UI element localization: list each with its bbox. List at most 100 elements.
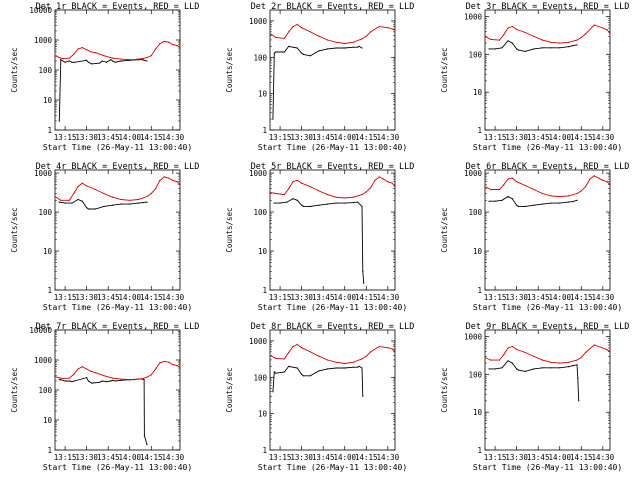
panel-title: Det 1r BLACK = Events, RED = LLD (36, 2, 200, 12)
data-point (344, 367, 346, 369)
data-point (68, 57, 70, 59)
x-tick-label: 13:30 (290, 453, 313, 462)
data-point (370, 351, 372, 353)
data-point (541, 203, 544, 205)
panel-title: Det 6r BLACK = Events, RED = LLD (466, 162, 630, 172)
data-point (269, 32, 271, 35)
data-point (57, 56, 59, 58)
y-tick-label: 100 (468, 370, 482, 379)
data-point (269, 354, 271, 356)
data-point (137, 378, 139, 380)
data-point (501, 47, 503, 49)
x-tick-label: 14:15 (355, 293, 378, 302)
x-tick-label: 14:30 (162, 293, 185, 302)
data-point (57, 377, 59, 379)
data-point (524, 370, 526, 372)
data-point (129, 199, 131, 201)
x-tick-label: 13:30 (505, 453, 528, 462)
data-point (301, 52, 303, 54)
y-tick-label: 1 (262, 446, 267, 455)
data-point (309, 375, 311, 377)
data-point (361, 358, 363, 360)
data-point (550, 195, 552, 197)
data-point (597, 177, 600, 179)
data-point (172, 44, 174, 46)
data-point (309, 351, 311, 353)
series-line-lld (54, 360, 181, 381)
data-point (326, 359, 329, 361)
data-point (179, 47, 181, 49)
data-point (288, 45, 290, 48)
x-tick-label: 13:15 (484, 293, 507, 302)
data-point (275, 51, 277, 53)
data-point (87, 61, 89, 63)
panel-2: Det 2r BLACK = Events, RED = LLD 1 10 100 10… (225, 2, 414, 152)
plot-frame (484, 9, 611, 131)
x-tick-label: 13:30 (75, 293, 98, 302)
x-tick-label: 13:15 (269, 133, 292, 142)
data-point (576, 39, 578, 41)
data-point (120, 58, 122, 60)
y-axis-label: Counts/sec (440, 367, 449, 412)
data-point (391, 28, 393, 30)
data-point (68, 380, 70, 382)
series-line-lld (54, 40, 181, 61)
series-line-events (272, 45, 363, 120)
data-point (488, 200, 490, 202)
data-point (567, 361, 570, 363)
data-point (550, 202, 552, 204)
y-tick-label: 1000 (249, 169, 268, 178)
x-axis-label: Start Time (26-May-11 13:00:40) (258, 143, 407, 152)
data-point (73, 373, 75, 375)
data-point (302, 205, 304, 207)
data-point (358, 365, 360, 367)
series-line-events (272, 365, 364, 397)
y-tick-label: 10 (473, 408, 483, 417)
data-point (559, 47, 561, 49)
data-point (302, 375, 304, 377)
series-line-lld (54, 176, 181, 201)
x-tick-label: 14:15 (140, 453, 163, 462)
data-point (533, 368, 535, 370)
x-tick-label: 13:45 (527, 133, 550, 142)
data-point (296, 47, 298, 49)
data-point (533, 355, 535, 357)
y-tick-label: 100 (253, 53, 267, 62)
x-tick-label: 13:30 (505, 133, 528, 142)
data-point (352, 361, 354, 363)
y-tick-label: 10 (43, 416, 53, 425)
data-point (352, 46, 354, 48)
data-point (572, 365, 574, 367)
data-point (352, 41, 354, 43)
data-point (94, 188, 96, 191)
data-point (129, 379, 131, 381)
data-point (120, 203, 122, 205)
data-point (507, 347, 509, 349)
series-line-events (59, 377, 148, 445)
panel-6: Det 6r BLACK = Events, RED = LLD 1 10 100 10… (440, 162, 629, 312)
data-point (606, 349, 608, 351)
data-point (318, 50, 320, 52)
data-point (71, 61, 73, 63)
data-point (77, 48, 79, 50)
data-point (602, 347, 604, 349)
y-tick-label: 1000 (464, 169, 483, 178)
data-point (309, 31, 311, 33)
data-point (64, 380, 66, 382)
data-point (533, 48, 535, 50)
data-point (60, 199, 62, 201)
data-point (550, 41, 552, 43)
plot-frame (269, 329, 396, 451)
x-tick-label: 13:30 (505, 293, 528, 302)
data-point (155, 368, 157, 370)
data-point (74, 380, 76, 382)
x-tick-label: 14:15 (355, 133, 378, 142)
data-point (517, 205, 520, 207)
data-point (146, 57, 148, 59)
data-point (524, 184, 526, 187)
data-point (103, 205, 105, 207)
data-point (365, 355, 367, 357)
data-point (273, 202, 275, 204)
data-point (370, 187, 372, 189)
data-point (159, 43, 161, 45)
